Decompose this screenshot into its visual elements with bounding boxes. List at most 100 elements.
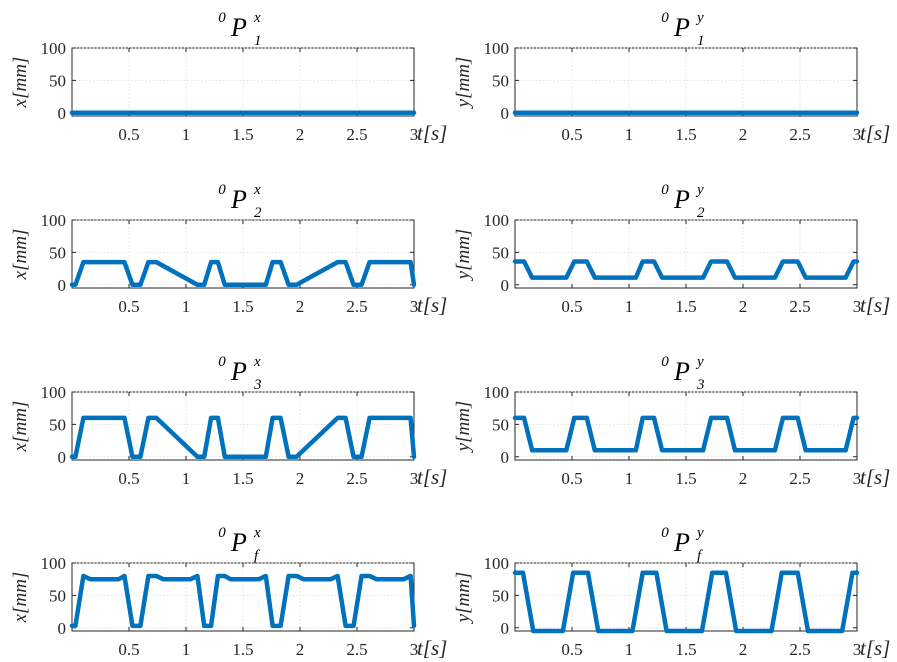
x-tick-label: 2.5 <box>346 469 367 488</box>
x-tick-label: 2 <box>296 469 305 488</box>
series-line-1 <box>69 415 417 460</box>
title-prefix-superscript: 0 <box>218 182 226 198</box>
title-base: P <box>230 528 247 557</box>
series-line-1 <box>69 259 417 288</box>
x-tick-label: 0.5 <box>561 469 582 488</box>
x-axis-label: t[s] <box>417 636 447 660</box>
x-tick-label: 2 <box>296 125 305 144</box>
title-base: P <box>673 185 690 214</box>
y-axis-label: x[mm] <box>10 229 31 281</box>
y-axis-label: y[mm] <box>453 229 474 282</box>
y-tick-label: 0 <box>58 448 67 467</box>
y-axis-label: x[mm] <box>10 57 31 109</box>
title-superscript: x <box>253 525 261 541</box>
title-superscript: y <box>695 354 704 370</box>
x-tick-label: 1.5 <box>232 469 253 488</box>
y-tick-label: 50 <box>49 243 66 262</box>
x-tick-label: 0.5 <box>118 125 139 144</box>
y-tick-label: 100 <box>484 39 510 58</box>
y-tick-label: 0 <box>58 104 67 123</box>
x-tick-label: 1.5 <box>232 125 253 144</box>
x-tick-label: 1 <box>625 640 634 659</box>
x-tick-label: 3 <box>410 125 419 144</box>
y-axis-label: x[mm] <box>10 572 31 624</box>
series-line-1 <box>512 415 860 453</box>
title-subscript: 3 <box>253 377 262 393</box>
x-tick-label: 2 <box>739 469 748 488</box>
x-tick-label: 1.5 <box>675 297 696 316</box>
y-tick-label: 100 <box>41 211 67 230</box>
x-tick-label: 2 <box>739 297 748 316</box>
x-tick-label: 1.5 <box>675 125 696 144</box>
x-tick-label: 1 <box>182 469 191 488</box>
y-tick-label: 0 <box>58 619 67 638</box>
title-superscript: x <box>253 354 261 370</box>
title-base: P <box>673 357 690 386</box>
y-tick-label: 50 <box>492 243 509 262</box>
x-tick-label: 1.5 <box>232 640 253 659</box>
x-tick-label: 3 <box>410 297 419 316</box>
title-superscript: y <box>695 525 704 541</box>
x-tick-label: 1.5 <box>232 297 253 316</box>
title-superscript: x <box>253 182 261 198</box>
x-tick-label: 2 <box>739 125 748 144</box>
title-prefix-superscript: 0 <box>661 182 669 198</box>
title-subscript: 2 <box>254 205 262 221</box>
x-tick-label: 0.5 <box>561 125 582 144</box>
x-axis-label: t[s] <box>860 121 890 145</box>
title-subscript: f <box>697 548 703 564</box>
y-tick-label: 50 <box>49 586 66 605</box>
x-axis-label: t[s] <box>860 465 890 489</box>
title-prefix-superscript: 0 <box>218 10 226 26</box>
y-tick-label: 0 <box>501 104 510 123</box>
x-tick-label: 2.5 <box>789 469 810 488</box>
y-tick-label: 100 <box>41 39 67 58</box>
title-prefix-superscript: 0 <box>218 525 226 541</box>
x-tick-label: 2 <box>296 640 305 659</box>
title-subscript: 1 <box>697 33 705 49</box>
x-tick-label: 1 <box>182 125 191 144</box>
x-tick-label: 1 <box>182 297 191 316</box>
title-base: P <box>230 13 247 42</box>
series-line-1 <box>512 259 860 280</box>
y-tick-label: 0 <box>501 448 510 467</box>
axes-box <box>71 47 415 117</box>
title-superscript: y <box>695 182 704 198</box>
title-superscript: x <box>253 10 261 26</box>
series-line-1 <box>69 573 417 629</box>
x-tick-label: 3 <box>853 297 862 316</box>
x-tick-label: 0.5 <box>118 297 139 316</box>
title-subscript: 2 <box>697 205 705 221</box>
title-base: P <box>230 357 247 386</box>
x-tick-label: 0.5 <box>118 469 139 488</box>
series-line-1 <box>512 570 860 634</box>
title-prefix-superscript: 0 <box>218 354 226 370</box>
y-axis-label: y[mm] <box>453 57 474 110</box>
title-superscript: y <box>695 10 704 26</box>
x-axis-label: t[s] <box>417 293 447 317</box>
x-tick-label: 0.5 <box>561 297 582 316</box>
y-tick-label: 50 <box>49 415 66 434</box>
title-subscript: f <box>254 548 260 564</box>
x-tick-label: 2.5 <box>346 297 367 316</box>
x-tick-label: 1.5 <box>675 469 696 488</box>
title-base: P <box>230 185 247 214</box>
x-tick-label: 2.5 <box>789 125 810 144</box>
x-tick-label: 1 <box>625 125 634 144</box>
title-subscript: 3 <box>696 377 705 393</box>
x-tick-label: 2.5 <box>789 640 810 659</box>
x-tick-label: 0.5 <box>118 640 139 659</box>
y-tick-label: 0 <box>501 619 510 638</box>
x-tick-label: 2 <box>739 640 748 659</box>
x-axis-label: t[s] <box>860 293 890 317</box>
